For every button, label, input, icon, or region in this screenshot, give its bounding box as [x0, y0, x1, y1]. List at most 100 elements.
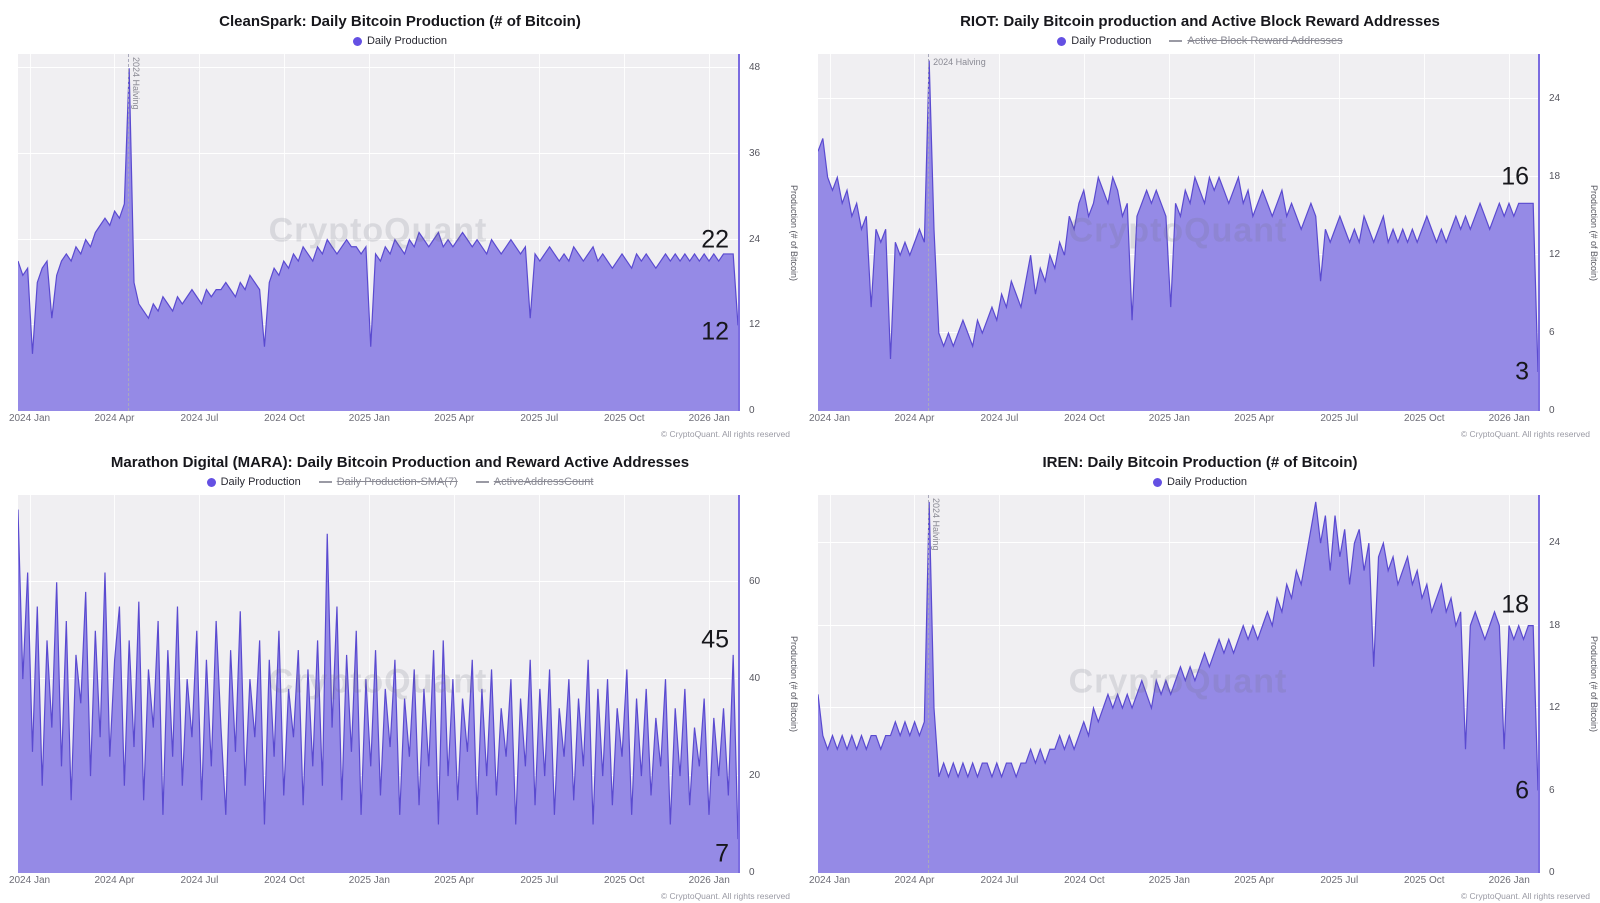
x-tick-label: 2026 Jan	[1488, 875, 1530, 886]
gridline	[999, 495, 1001, 873]
gridline	[454, 495, 456, 873]
legend-line-icon	[1169, 40, 1183, 42]
chart-title: RIOT: Daily Bitcoin production and Activ…	[960, 13, 1440, 30]
y-axis-label: Production (# of Bitcoin)	[1589, 635, 1599, 733]
gridline	[199, 495, 201, 873]
y-axis-label: Production (# of Bitcoin)	[789, 635, 799, 733]
x-tick-label: 2024 Apr	[894, 413, 935, 424]
x-tick-label: 2025 Jan	[348, 875, 390, 886]
x-tick-label: 2025 Oct	[603, 875, 645, 886]
copyright-note: © CryptoQuant. All rights reserved	[660, 891, 790, 901]
x-tick-label: 2025 Oct	[1403, 413, 1445, 424]
chart-panel-riot: RIOT: Daily Bitcoin production and Activ…	[800, 0, 1600, 441]
gridline	[624, 54, 626, 411]
x-tick-label: 2024 Oct	[1064, 875, 1105, 886]
plot-area[interactable]: CryptoQuant 2024 Halving 22 12	[18, 54, 740, 411]
x-tick-label: 2024 Oct	[264, 875, 305, 886]
x-axis: 2024 Jan 2024 Apr 2024 Jul 2024 Oct 2025 Jan…	[809, 411, 1538, 426]
gridline	[18, 678, 738, 680]
chart-legend: Daily Production Active Block Reward Addr…	[800, 33, 1600, 54]
area-chart	[818, 54, 1538, 411]
gridline	[18, 152, 738, 154]
x-tick-label: 2025 Jan	[1148, 875, 1190, 886]
x-tick-label: 2025 Jan	[1148, 413, 1190, 424]
legend-item[interactable]: Daily Production	[352, 35, 448, 47]
gridline	[454, 54, 456, 411]
legend-item[interactable]: Daily Production-SMA(7)	[318, 476, 458, 488]
series-area	[818, 60, 1538, 411]
gridline	[1169, 54, 1171, 411]
legend-dot-icon	[206, 477, 216, 487]
gridline	[818, 542, 1538, 544]
copyright-note: © CryptoQuant. All rights reserved	[660, 429, 790, 439]
x-tick-label: 2025 Jul	[520, 875, 559, 886]
legend-item[interactable]: Active Block Reward Addresses	[1169, 35, 1343, 47]
x-tick-label: 2024 Jan	[808, 413, 851, 424]
halving-marker-line: 2024 Halving	[928, 54, 986, 411]
x-tick-label: 2025 Oct	[603, 413, 645, 424]
gridline	[29, 54, 31, 411]
x-tick-label: 2025 Jul	[520, 413, 559, 424]
gridline	[709, 495, 711, 873]
legend-item[interactable]: Daily Production	[206, 476, 301, 488]
gridline	[18, 581, 738, 583]
x-tick-label: 2024 Jan	[8, 413, 51, 424]
series-line	[818, 61, 1538, 373]
y-axis-label: Production (# of Bitcoin)	[1589, 184, 1599, 281]
y-axis-label: Production (# of Bitcoin)	[789, 184, 799, 281]
copyright-note: © CryptoQuant. All rights reserved	[1460, 891, 1590, 901]
y-tick-label: 40	[749, 673, 761, 685]
y-tick-label: 0	[749, 867, 755, 878]
y-tick-label: 12	[1549, 702, 1561, 714]
y-tick-label: 0	[1549, 867, 1555, 878]
y-axis: 0 20 40 60 Production (# of Bitcoin)	[740, 495, 800, 878]
y-axis: 0 6 12 18 24 Production (# of Bitcoin)	[1540, 495, 1600, 878]
gridline	[914, 495, 916, 873]
legend-label: ActiveAddressCount	[493, 476, 594, 488]
x-tick-label: 2025 Apr	[434, 875, 475, 886]
legend-label: Daily Production-SMA(7)	[336, 476, 458, 488]
x-tick-label: 2024 Apr	[894, 875, 935, 886]
legend-item[interactable]: Daily Production	[1057, 35, 1151, 47]
gridline	[624, 495, 626, 873]
series-line	[18, 68, 738, 354]
x-axis: 2024 Jan 2024 Apr 2024 Jul 2024 Oct 2025 Jan…	[9, 873, 738, 888]
chart-legend: Daily Production	[0, 33, 800, 54]
chart-panel-cleanspark: CleanSpark: Daily Bitcoin Production (# …	[0, 0, 800, 441]
gridline	[199, 54, 201, 411]
gridline	[18, 238, 738, 240]
x-tick-label: 2024 Oct	[264, 413, 305, 424]
y-tick-label: 18	[1549, 171, 1561, 183]
area-chart	[18, 54, 738, 411]
y-tick-label: 24	[749, 233, 761, 245]
chart-panel-mara: Marathon Digital (MARA): Daily Bitcoin P…	[0, 441, 800, 903]
plot-area[interactable]: CryptoQuant 45 7	[18, 495, 740, 873]
gridline	[914, 54, 916, 411]
gridline	[284, 495, 286, 873]
x-tick-label: 2024 Jul	[180, 413, 219, 424]
x-tick-label: 2026 Jan	[1488, 413, 1530, 424]
gridline	[1084, 495, 1086, 873]
x-tick-label: 2025 Apr	[1234, 413, 1275, 424]
x-tick-label: 2024 Jan	[808, 875, 851, 886]
y-tick-label: 18	[1549, 619, 1561, 631]
series-area	[18, 68, 738, 411]
legend-label: Daily Production	[366, 35, 448, 47]
x-tick-label: 2024 Jul	[980, 413, 1019, 424]
x-tick-label: 2026 Jan	[688, 413, 730, 424]
legend-dot-icon	[1057, 36, 1067, 46]
y-tick-label: 12	[749, 319, 761, 331]
gridline	[818, 624, 1538, 626]
y-tick-label: 24	[1549, 93, 1561, 105]
gridline	[284, 54, 286, 411]
gridline	[18, 67, 738, 69]
legend-item[interactable]: ActiveAddressCount	[475, 476, 594, 488]
legend-item[interactable]: Daily Production	[1152, 476, 1247, 488]
gridline	[829, 495, 831, 873]
y-tick-label: 48	[749, 62, 761, 74]
y-tick-label: 20	[749, 770, 761, 782]
legend-dot-icon	[1152, 477, 1162, 487]
